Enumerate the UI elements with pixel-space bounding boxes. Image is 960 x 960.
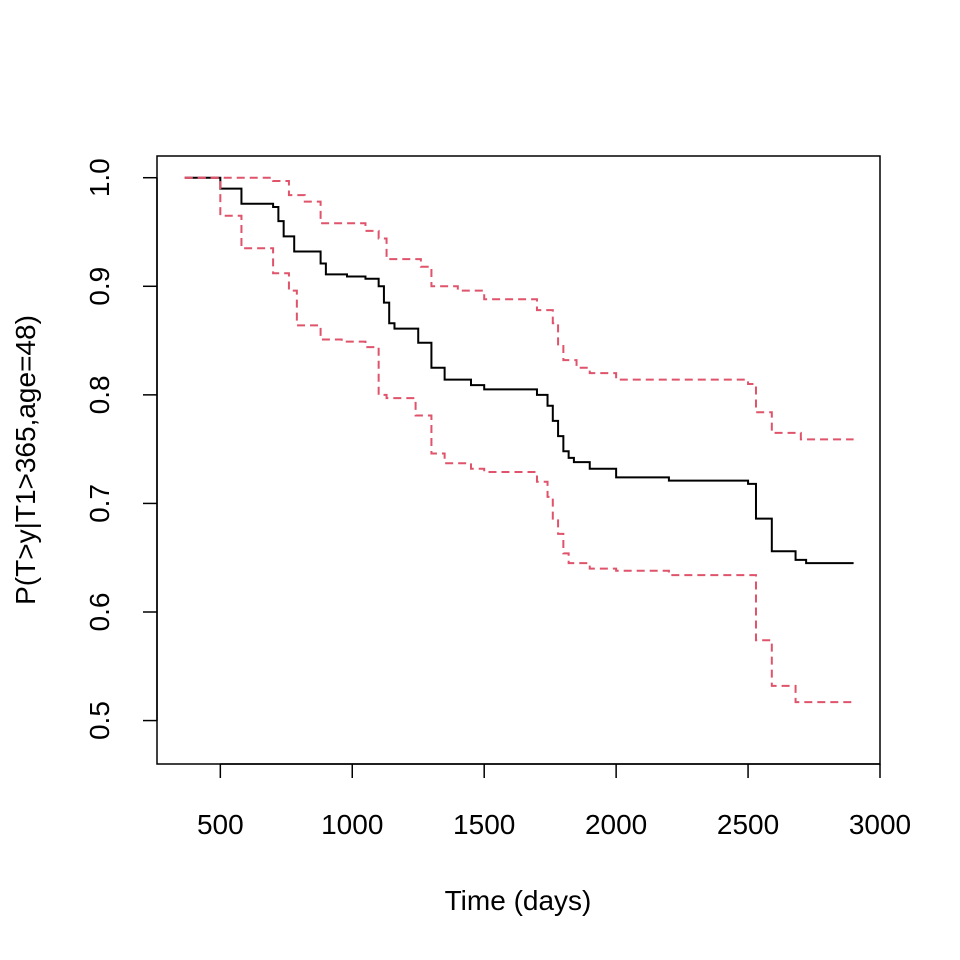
y-tick-label: 0.6 <box>84 593 115 632</box>
y-tick-label: 0.7 <box>84 484 115 523</box>
x-axis: 500 1000 1500 2000 2500 3000 <box>197 763 911 840</box>
y-tick-label: 0.8 <box>84 375 115 414</box>
series-line-upper <box>184 176 854 441</box>
series-line-lower <box>184 176 854 704</box>
series-layer <box>184 176 854 704</box>
x-tick-label: 2500 <box>717 809 779 840</box>
x-tick-label: 3000 <box>849 809 911 840</box>
x-axis-title: Time (days) <box>445 885 592 916</box>
y-axis: 0.5 0.6 0.7 0.8 0.9 1.0 <box>84 158 158 740</box>
x-tick-label: 500 <box>197 809 244 840</box>
x-tick-label: 2000 <box>585 809 647 840</box>
x-tick-label: 1500 <box>453 809 515 840</box>
y-axis-title: P(T>y|T1>365,age=48) <box>10 315 41 605</box>
x-tick-label: 1000 <box>321 809 383 840</box>
series-line-estimate <box>184 176 854 565</box>
y-tick-label: 0.5 <box>84 701 115 740</box>
y-tick-label: 0.9 <box>84 267 115 306</box>
y-tick-label: 1.0 <box>84 158 115 197</box>
